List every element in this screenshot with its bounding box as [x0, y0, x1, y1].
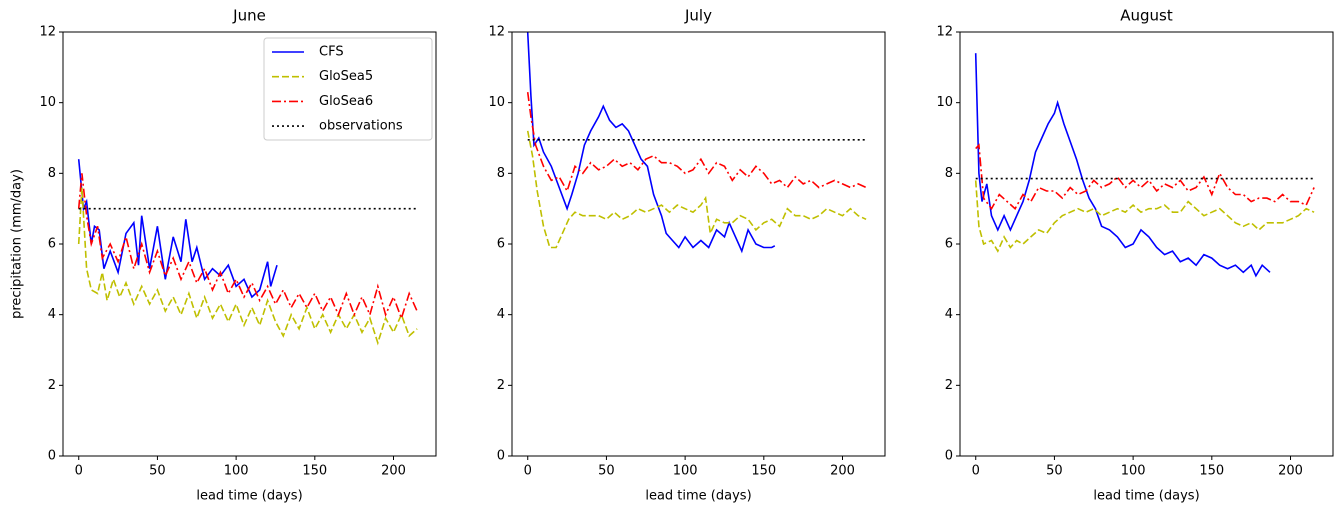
subplot: August 0 2 4 6 8 10 12 0 50 100 150 200 lead time (da… [936, 7, 1334, 504]
x-tick-label: 150 [1199, 464, 1224, 479]
y-axis-label: precipitation (mm/day) [10, 169, 25, 319]
y-tick-label: 6 [945, 237, 953, 252]
y-tick-label: 10 [936, 95, 953, 110]
y-tick-label: 12 [488, 25, 505, 40]
series-line [526, 91, 867, 193]
legend-label: CFS [319, 45, 344, 60]
x-axis-label: lead time (days) [1093, 489, 1199, 504]
x-tick-label: 100 [224, 464, 249, 479]
series-line [77, 159, 278, 299]
series-line [77, 187, 418, 346]
y-tick-label: 6 [497, 237, 505, 252]
x-axis-label: lead time (days) [645, 489, 751, 504]
x-tick-label: 100 [673, 464, 698, 479]
series-line [526, 130, 867, 249]
series-line [975, 143, 1315, 211]
chart-title: June [232, 7, 266, 25]
x-tick-label: 0 [524, 464, 532, 479]
x-tick-label: 50 [149, 464, 166, 479]
legend-box [263, 37, 433, 141]
y-tick-label: 2 [497, 378, 505, 393]
x-tick-label: 0 [972, 464, 980, 479]
x-tick-label: 50 [1046, 464, 1063, 479]
plot-frame [62, 31, 437, 457]
x-tick-label: 200 [1278, 464, 1303, 479]
legend-label: GloSea6 [319, 94, 373, 109]
x-tick-label: 200 [381, 464, 406, 479]
x-tick-label: 150 [751, 464, 776, 479]
x-tick-label: 0 [75, 464, 83, 479]
x-tick-label: 100 [1121, 464, 1146, 479]
x-tick-label: 200 [830, 464, 855, 479]
y-tick-label: 2 [48, 378, 56, 393]
series-line [974, 53, 1271, 278]
y-tick-label: 0 [497, 449, 505, 464]
x-tick-label: 150 [302, 464, 327, 479]
y-tick-label: 4 [497, 307, 505, 322]
x-tick-label: 50 [598, 464, 615, 479]
y-tick-label: 8 [48, 166, 56, 181]
legend-label: GloSea5 [319, 69, 373, 84]
y-tick-label: 6 [48, 237, 56, 252]
legend-label: observations [319, 119, 403, 134]
y-tick-label: 8 [945, 166, 953, 181]
y-tick-label: 0 [48, 449, 56, 464]
y-tick-label: 10 [488, 95, 505, 110]
y-tick-label: 4 [48, 307, 56, 322]
chart-title: July [684, 7, 712, 25]
y-tick-label: 8 [497, 166, 505, 181]
subplot: June 0 2 4 6 8 10 12 0 50 100 150 200 lead time (days… [10, 7, 437, 504]
y-tick-label: 0 [945, 449, 953, 464]
plot-frame [511, 31, 886, 457]
subplot: July 0 2 4 6 8 10 12 0 50 100 150 200 lead time (days… [488, 7, 886, 504]
y-tick-label: 10 [39, 95, 56, 110]
x-axis-label: lead time (days) [196, 489, 302, 504]
chart-title: August [1120, 7, 1173, 25]
y-tick-label: 12 [936, 25, 953, 40]
series-line [77, 173, 418, 321]
series-line [974, 180, 1315, 253]
plot-frame [959, 31, 1334, 457]
y-tick-label: 12 [39, 25, 56, 40]
y-tick-label: 4 [945, 307, 953, 322]
y-tick-label: 2 [945, 378, 953, 393]
series-line [526, 32, 776, 254]
